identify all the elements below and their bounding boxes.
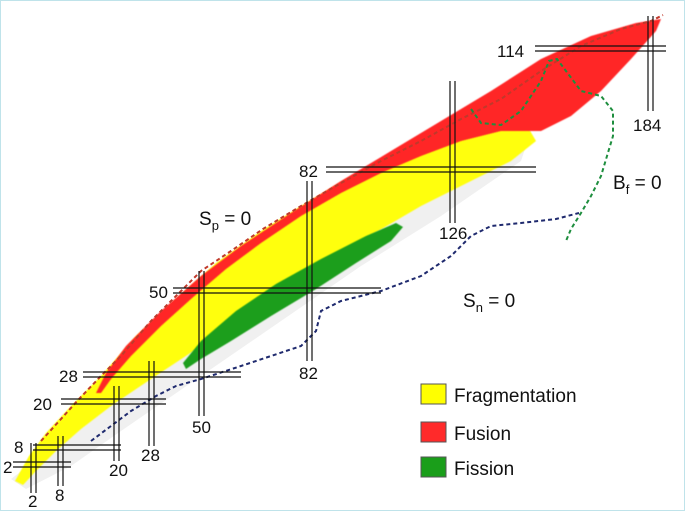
neutron-dripline (90, 212, 580, 442)
legend: Fragmentation Fusion Fission (420, 383, 577, 480)
sp-zero-label: Sp = 0 (199, 209, 251, 233)
bf-zero-label: Bf = 0 (613, 173, 662, 197)
neutron-magic-2: 2 (28, 492, 37, 510)
proton-magic-lines (13, 45, 666, 468)
legend-label-fusion: Fusion (454, 424, 511, 445)
proton-magic-28: 28 (59, 367, 78, 386)
neutron-magic-126: 126 (439, 224, 467, 243)
sn-zero-label: Sn = 0 (463, 291, 515, 315)
legend-swatch-fusion (420, 421, 447, 443)
legend-label-fragmentation: Fragmentation (454, 386, 577, 407)
neutron-magic-28: 28 (141, 446, 160, 465)
neutron-magic-50: 50 (192, 418, 211, 437)
neutron-magic-lines (30, 16, 654, 493)
legend-swatch-fission (420, 456, 447, 478)
proton-magic-82: 82 (299, 162, 318, 181)
proton-magic-50: 50 (149, 283, 168, 302)
fission-region (183, 223, 403, 369)
legend-swatch-fragmentation (420, 383, 447, 405)
legend-label-fission: Fission (454, 459, 514, 480)
neutron-magic-20: 20 (109, 461, 128, 480)
proton-magic-8: 8 (14, 438, 23, 457)
neutron-magic-82: 82 (299, 364, 318, 383)
fragmentation-region (15, 126, 536, 485)
proton-magic-2: 2 (3, 458, 12, 477)
fission-barrier-line (470, 57, 614, 242)
proton-magic-20: 20 (33, 395, 52, 414)
neutron-magic-8: 8 (55, 486, 64, 505)
proton-magic-114: 114 (497, 42, 524, 61)
neutron-magic-184: 184 (633, 116, 661, 135)
proton-dripline (40, 14, 664, 442)
